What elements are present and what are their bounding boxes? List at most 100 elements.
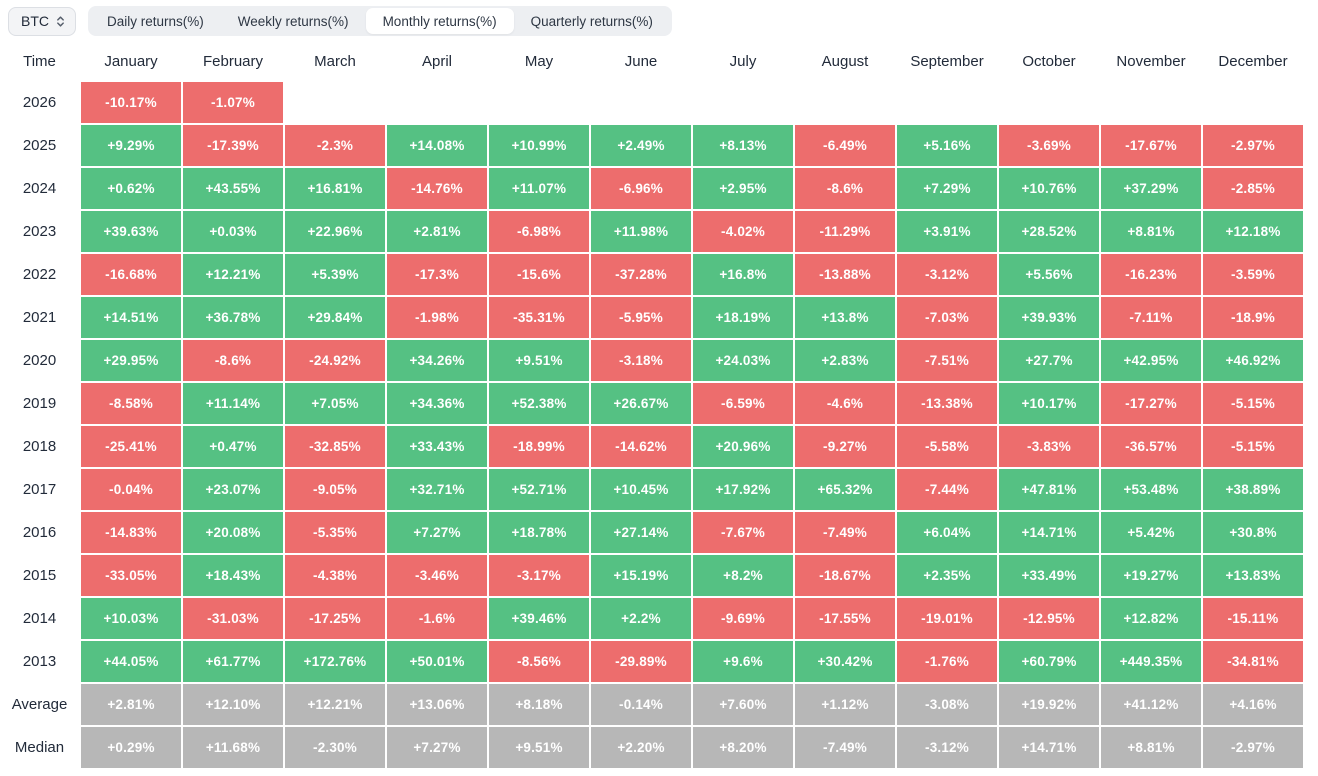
return-cell: -3.83% bbox=[999, 426, 1099, 467]
return-cell: +29.95% bbox=[81, 340, 181, 381]
return-cell: -7.44% bbox=[897, 469, 997, 510]
return-cell: +33.49% bbox=[999, 555, 1099, 596]
table-row: 2026 -10.17% -1.07% bbox=[0, 82, 1318, 123]
return-cell: -17.25% bbox=[285, 598, 385, 639]
return-cell: -16.68% bbox=[81, 254, 181, 295]
return-cell: -4.02% bbox=[693, 211, 793, 252]
return-cell: +17.92% bbox=[693, 469, 793, 510]
return-cell: -13.88% bbox=[795, 254, 895, 295]
return-cell: -14.83% bbox=[81, 512, 181, 553]
return-cell: -17.3% bbox=[387, 254, 487, 295]
return-cell: -11.29% bbox=[795, 211, 895, 252]
return-cell: +8.81% bbox=[1101, 211, 1201, 252]
return-cell: -9.05% bbox=[285, 469, 385, 510]
monthly-returns-table: Time January February March April May June July… bbox=[0, 40, 1318, 768]
return-cell: +12.21% bbox=[183, 254, 283, 295]
return-cell: -6.98% bbox=[489, 211, 589, 252]
return-cell: -9.27% bbox=[795, 426, 895, 467]
month-column-header: June bbox=[624, 52, 658, 70]
return-cell: +29.84% bbox=[285, 297, 385, 338]
return-cell: -3.17% bbox=[489, 555, 589, 596]
return-cell: +172.76% bbox=[285, 641, 385, 682]
return-cell: +1.12% bbox=[795, 684, 895, 725]
return-cell: +23.07% bbox=[183, 469, 283, 510]
return-cell: -7.11% bbox=[1101, 297, 1201, 338]
return-cell: +2.83% bbox=[795, 340, 895, 381]
return-cell: -15.11% bbox=[1203, 598, 1303, 639]
table-row: 2018 -25.41% +0.47% -32.85% +33.43% -18.99% -1… bbox=[0, 426, 1318, 467]
return-cell: +12.82% bbox=[1101, 598, 1201, 639]
return-cell: +16.8% bbox=[693, 254, 793, 295]
return-cell: +16.81% bbox=[285, 168, 385, 209]
return-cell: -1.98% bbox=[387, 297, 487, 338]
tab-monthly-returns[interactable]: Monthly returns(%) bbox=[365, 8, 514, 34]
row-label: 2021 bbox=[22, 309, 57, 326]
return-cell: +12.18% bbox=[1203, 211, 1303, 252]
month-column-header: April bbox=[421, 52, 452, 70]
return-cell: +24.03% bbox=[693, 340, 793, 381]
tab-weekly-returns[interactable]: Weekly returns(%) bbox=[237, 13, 349, 29]
return-cell: -6.96% bbox=[591, 168, 691, 209]
return-cell: +9.51% bbox=[489, 727, 589, 768]
return-cell: -35.31% bbox=[489, 297, 589, 338]
return-cell: +3.91% bbox=[897, 211, 997, 252]
return-cell: -17.39% bbox=[183, 125, 283, 166]
return-cell bbox=[285, 82, 385, 123]
return-cell: +26.67% bbox=[591, 383, 691, 424]
return-cell: -2.85% bbox=[1203, 168, 1303, 209]
table-row: 2021 +14.51% +36.78% +29.84% -1.98% -35.31% -5… bbox=[0, 297, 1318, 338]
symbol-selector[interactable]: BTC bbox=[8, 6, 76, 36]
month-column-header: December bbox=[1218, 52, 1288, 70]
return-cell: -12.95% bbox=[999, 598, 1099, 639]
return-cell: -3.46% bbox=[387, 555, 487, 596]
return-cell: +2.49% bbox=[591, 125, 691, 166]
return-cell: -7.67% bbox=[693, 512, 793, 553]
return-cell: +7.60% bbox=[693, 684, 793, 725]
table-body: 2026 -10.17% -1.07% 2025 +9.29% -17.39% -2.3% +… bbox=[0, 82, 1318, 768]
return-cell: -17.55% bbox=[795, 598, 895, 639]
return-cell: +22.96% bbox=[285, 211, 385, 252]
return-cell: +60.79% bbox=[999, 641, 1099, 682]
return-cell: -2.97% bbox=[1203, 125, 1303, 166]
month-column-header: November bbox=[1116, 52, 1186, 70]
tab-daily-returns[interactable]: Daily returns(%) bbox=[107, 13, 204, 29]
return-cell: -18.67% bbox=[795, 555, 895, 596]
return-cell: +38.89% bbox=[1203, 469, 1303, 510]
return-cell: +18.19% bbox=[693, 297, 793, 338]
return-cell: +37.29% bbox=[1101, 168, 1201, 209]
table-row: 2013 +44.05% +61.77% +172.76% +50.01% -8.56% -… bbox=[0, 641, 1318, 682]
return-cell: +52.71% bbox=[489, 469, 589, 510]
return-cell: +13.83% bbox=[1203, 555, 1303, 596]
return-cell: -3.59% bbox=[1203, 254, 1303, 295]
return-cell: +39.93% bbox=[999, 297, 1099, 338]
return-cell: -13.38% bbox=[897, 383, 997, 424]
return-cell: +43.55% bbox=[183, 168, 283, 209]
return-cell: +0.03% bbox=[183, 211, 283, 252]
return-cell: -29.89% bbox=[591, 641, 691, 682]
row-label: 2025 bbox=[22, 137, 57, 154]
table-row: 2015 -33.05% +18.43% -4.38% -3.46% -3.17% +15.… bbox=[0, 555, 1318, 596]
table-row: 2016 -14.83% +20.08% -5.35% +7.27% +18.78% +27… bbox=[0, 512, 1318, 553]
return-cell bbox=[591, 82, 691, 123]
return-cell: +36.78% bbox=[183, 297, 283, 338]
return-cell bbox=[387, 82, 487, 123]
return-cell: +449.35% bbox=[1101, 641, 1201, 682]
return-cell: +5.42% bbox=[1101, 512, 1201, 553]
return-cell: +12.10% bbox=[183, 684, 283, 725]
return-cell: +20.08% bbox=[183, 512, 283, 553]
return-cell: +2.81% bbox=[387, 211, 487, 252]
return-cell: -31.03% bbox=[183, 598, 283, 639]
row-label: 2015 bbox=[22, 567, 57, 584]
return-cell: +0.47% bbox=[183, 426, 283, 467]
return-cell: -34.81% bbox=[1203, 641, 1303, 682]
tab-quarterly-returns[interactable]: Quarterly returns(%) bbox=[530, 13, 653, 29]
return-cell: +10.99% bbox=[489, 125, 589, 166]
table-row: 2022 -16.68% +12.21% +5.39% -17.3% -15.6% -37.… bbox=[0, 254, 1318, 295]
return-cell: -8.6% bbox=[183, 340, 283, 381]
return-cell: -0.04% bbox=[81, 469, 181, 510]
return-cell: -8.6% bbox=[795, 168, 895, 209]
return-cell bbox=[1101, 82, 1201, 123]
return-cell: +14.71% bbox=[999, 727, 1099, 768]
return-cell: -25.41% bbox=[81, 426, 181, 467]
return-cell bbox=[897, 82, 997, 123]
